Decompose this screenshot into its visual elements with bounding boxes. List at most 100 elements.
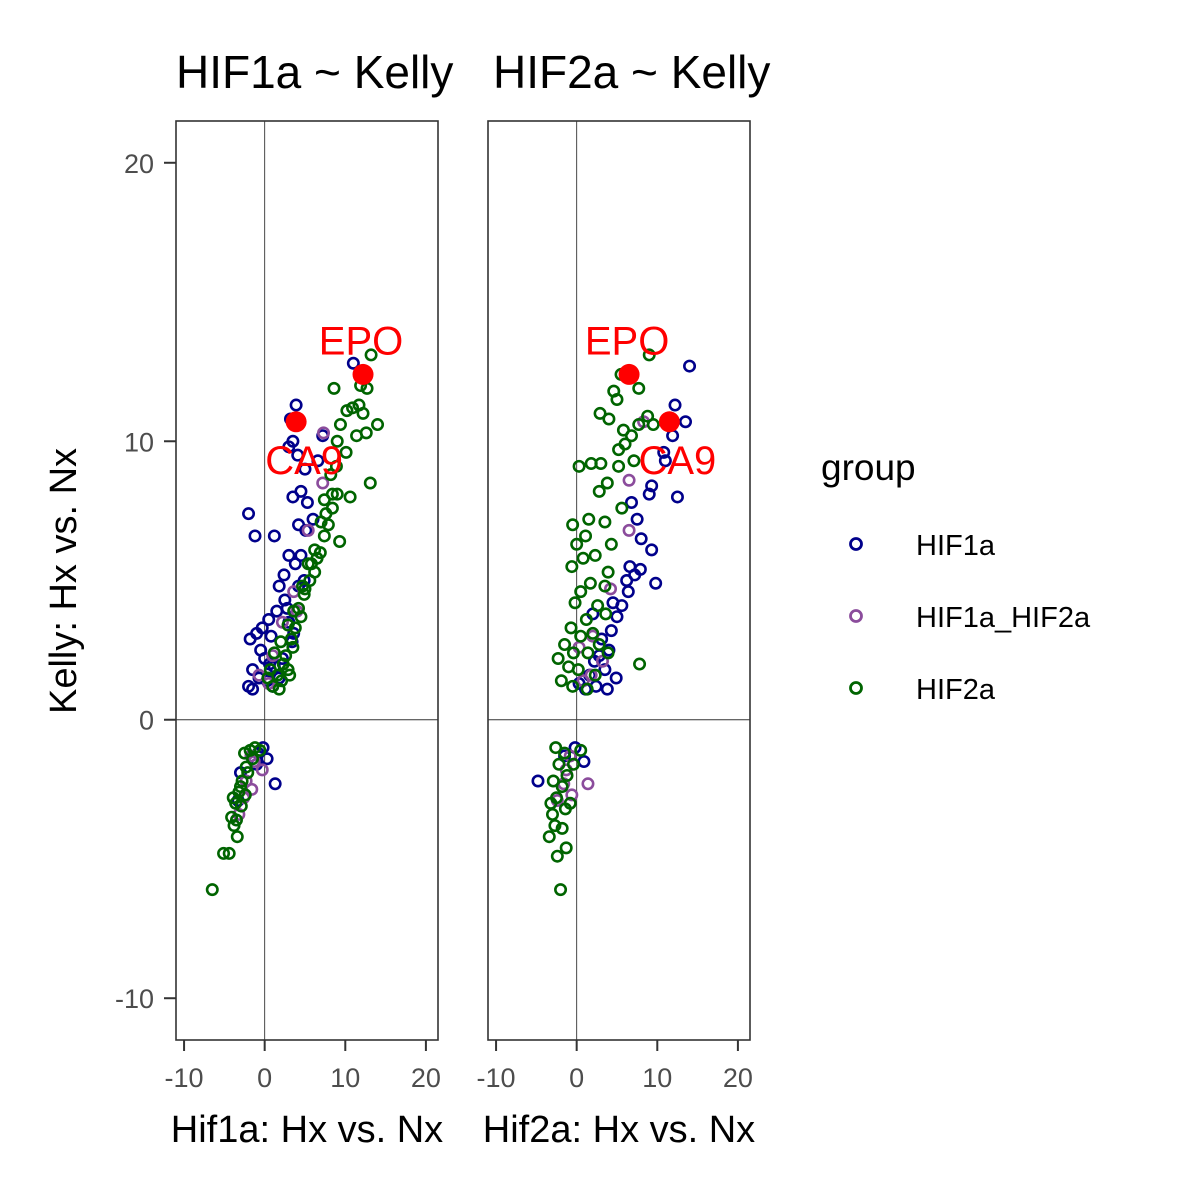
point-hif1a-hif2a — [317, 426, 331, 440]
point-hif2a — [604, 537, 618, 551]
point-hif1a-hif2a — [255, 763, 269, 777]
point-hif2a — [234, 799, 248, 813]
point-hif2a — [346, 401, 360, 415]
point-hif2a — [572, 459, 586, 473]
point-hif2a — [272, 682, 286, 696]
point-hif1a — [267, 529, 281, 543]
point-hif2a — [333, 418, 347, 432]
point-hif1a — [264, 629, 278, 643]
point-hif2a — [325, 487, 339, 501]
point-hif2a — [568, 596, 582, 610]
point-hif2a — [593, 406, 607, 420]
point-hif1a — [645, 479, 659, 493]
point-hif1a — [242, 507, 256, 521]
legend-entry-hif1a-hif2a: HIF1a_HIF2a — [849, 602, 1091, 634]
x-axis-title: Hif1a: Hx vs. Nx — [171, 1109, 443, 1151]
x-tick-label: 20 — [411, 1063, 441, 1093]
point-hif2a — [558, 638, 572, 652]
x-tick-label: -10 — [477, 1063, 516, 1093]
point-hif2a — [238, 788, 252, 802]
point-hif1a — [256, 741, 270, 755]
point-hif1a — [668, 398, 682, 412]
point-hif2a — [552, 757, 566, 771]
point-hif1a — [657, 445, 671, 459]
point-hif1a — [658, 454, 672, 468]
point-hif2a — [642, 348, 656, 362]
point-hif1a — [609, 671, 623, 685]
highlight-point-epo — [352, 363, 374, 385]
point-hif1a — [600, 682, 614, 696]
point-hif2a — [601, 565, 615, 579]
plot-area: EPO CA9 — [487, 120, 751, 1041]
point-hif2a — [615, 501, 629, 515]
point-hif1a — [300, 496, 314, 510]
y-axis: Kelly: Hx vs. Nx -10 0 10 20 — [43, 149, 176, 1014]
y-axis-ticks: -10 0 10 20 — [115, 149, 176, 1014]
point-hif2a — [601, 646, 615, 660]
point-hif2a — [576, 551, 590, 565]
point-hif2a — [574, 585, 588, 599]
point-hif2a — [246, 752, 260, 766]
point-hif1a — [297, 573, 311, 587]
point-hif2a — [632, 381, 646, 395]
point-hif1a — [670, 490, 684, 504]
panel-title: HIF2a ~ Kelly — [493, 46, 770, 98]
point-hif1a — [289, 398, 303, 412]
point-hif1a — [262, 612, 276, 626]
point-hif2a — [549, 741, 563, 755]
point-hif2a — [586, 626, 600, 640]
point-hif2a — [624, 429, 638, 443]
point-hif1a — [282, 440, 296, 454]
point-hif2a — [364, 348, 378, 362]
x-tick-label: 0 — [257, 1063, 272, 1093]
point-hif2a — [324, 468, 338, 482]
point-hif2a — [308, 543, 322, 557]
point-hif2a — [574, 629, 588, 643]
point-hif2a — [327, 381, 341, 395]
y-tick-label: -10 — [115, 984, 154, 1014]
point-hif1a-hif2a — [565, 788, 579, 802]
point-hif2a — [371, 418, 385, 432]
point-hif2a — [632, 418, 646, 432]
point-hif1a — [294, 548, 308, 562]
point-hif2a — [592, 484, 606, 498]
point-hif1a-hif2a — [301, 523, 315, 537]
point-hif2a — [296, 579, 310, 593]
point-hif2a — [298, 582, 312, 596]
series-hif2a — [205, 348, 385, 897]
point-hif2a — [598, 515, 612, 529]
point-hif2a — [319, 507, 333, 521]
highlight-label-ca9: CA9 — [265, 439, 343, 483]
point-hif2a — [588, 548, 602, 562]
y-axis-title: Kelly: Hx vs. Nx — [43, 448, 85, 714]
point-hif1a — [311, 454, 325, 468]
point-hif2a — [281, 663, 295, 677]
point-hif1a — [291, 448, 305, 462]
point-hif2a — [598, 579, 612, 593]
highlight-point-ca9 — [285, 411, 307, 433]
highlight-point-epo — [618, 363, 640, 385]
point-hif2a — [564, 621, 578, 635]
legend-entry-hif2a: HIF2a — [849, 674, 996, 706]
point-hif2a — [558, 746, 572, 760]
y-tick-label: 0 — [139, 706, 154, 736]
point-hif2a — [555, 821, 569, 835]
point-hif1a-hif2a — [581, 777, 595, 791]
x-tick-label: -10 — [165, 1063, 204, 1093]
highlight-label-epo: EPO — [319, 319, 403, 363]
point-hif2a — [239, 760, 253, 774]
point-hif2a — [610, 392, 624, 406]
legend-label-hif1a-hif2a: HIF1a_HIF2a — [916, 602, 1091, 634]
x-axis-ticks: -10 0 10 20 — [477, 1040, 753, 1093]
point-hif2a — [241, 766, 255, 780]
point-hif2a — [544, 796, 558, 810]
point-hif2a — [288, 621, 302, 635]
point-hif2a — [363, 476, 377, 490]
point-hif1a — [604, 624, 618, 638]
point-hif2a — [599, 607, 613, 621]
point-hif2a — [583, 576, 597, 590]
point-hif2a — [232, 785, 246, 799]
point-hif2a — [612, 443, 626, 457]
point-hif2a — [261, 671, 275, 685]
